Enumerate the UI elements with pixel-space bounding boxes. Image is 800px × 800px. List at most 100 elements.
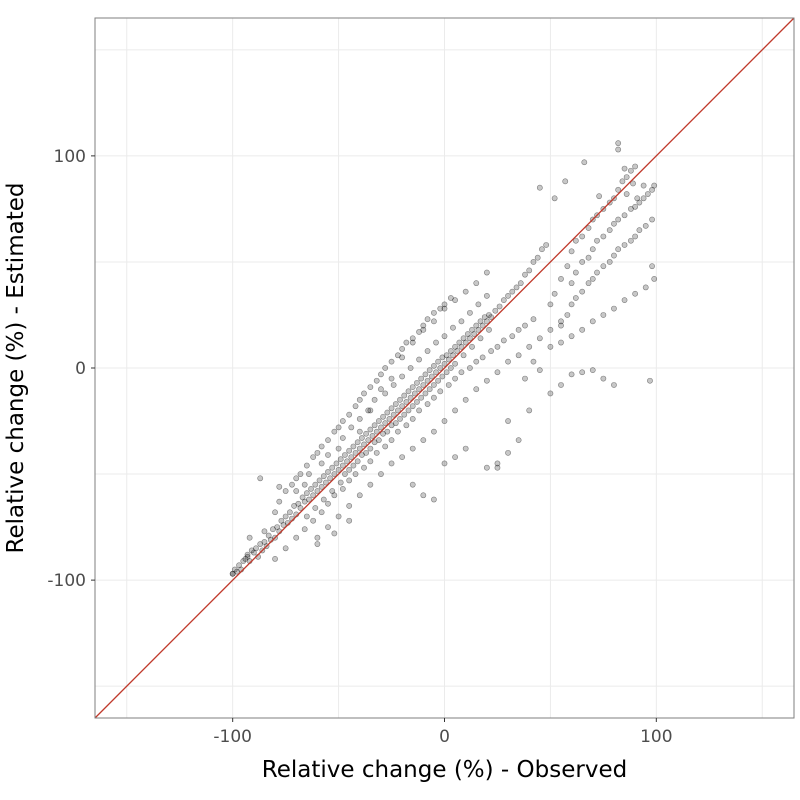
data-point	[515, 352, 522, 359]
data-point	[441, 418, 448, 424]
data-point	[536, 335, 543, 342]
data-point	[303, 490, 310, 497]
data-point	[394, 352, 401, 359]
data-point	[435, 377, 442, 384]
data-point	[509, 288, 516, 295]
data-point	[325, 469, 331, 475]
data-point	[261, 528, 268, 535]
data-point	[445, 356, 452, 363]
data-point	[494, 369, 501, 376]
data-point	[431, 394, 437, 401]
data-point	[388, 422, 395, 429]
data-point	[314, 449, 321, 456]
data-point	[649, 216, 655, 223]
data-point	[399, 346, 406, 352]
x-axis-title: Relative change (%) - Observed	[262, 757, 627, 783]
data-point	[350, 443, 357, 450]
data-point	[522, 375, 528, 382]
data-point	[505, 292, 511, 299]
data-point	[382, 390, 389, 397]
data-point	[363, 430, 370, 437]
data-point	[628, 237, 634, 244]
data-point	[621, 297, 628, 304]
data-point	[447, 295, 454, 301]
data-point	[265, 532, 272, 539]
data-point	[483, 292, 490, 299]
data-point	[244, 553, 251, 560]
data-point	[568, 248, 575, 255]
data-point	[367, 445, 374, 452]
data-point	[339, 462, 346, 469]
data-point	[346, 466, 353, 473]
data-point	[399, 373, 406, 380]
data-point	[536, 184, 543, 191]
data-point	[450, 352, 456, 359]
data-point	[382, 365, 389, 371]
data-point	[647, 377, 653, 384]
data-point	[335, 466, 342, 473]
data-point	[572, 237, 579, 244]
data-point	[467, 365, 473, 371]
data-point	[405, 407, 412, 414]
y-axis-ticks: -100 0 100	[47, 147, 95, 591]
data-point	[380, 413, 386, 420]
data-point	[568, 371, 575, 378]
data-point	[564, 312, 571, 318]
data-point	[488, 348, 494, 354]
data-point	[579, 288, 586, 295]
data-point	[371, 422, 378, 429]
data-point	[335, 424, 342, 431]
data-point	[322, 479, 329, 486]
data-point	[579, 233, 586, 240]
data-point	[462, 445, 469, 452]
data-point	[403, 399, 410, 405]
data-point	[422, 371, 429, 378]
data-point	[375, 437, 382, 444]
data-point	[356, 396, 363, 403]
data-point	[397, 396, 403, 403]
data-point	[327, 475, 334, 482]
data-point	[628, 206, 634, 212]
data-point	[630, 180, 636, 187]
data-point	[460, 335, 467, 342]
data-point	[621, 165, 628, 172]
data-point	[615, 216, 622, 223]
data-point	[481, 314, 488, 320]
data-point	[505, 449, 511, 456]
data-point	[452, 360, 458, 367]
data-point	[539, 246, 545, 253]
data-point	[388, 460, 395, 467]
data-point	[282, 488, 289, 494]
data-point	[367, 426, 374, 433]
data-point	[371, 396, 378, 403]
data-point	[437, 305, 444, 312]
data-point	[229, 570, 236, 577]
data-point	[325, 500, 331, 507]
data-point	[289, 481, 295, 488]
data-point	[526, 343, 533, 350]
data-point	[388, 358, 395, 365]
data-point	[329, 488, 336, 494]
data-point	[435, 358, 442, 365]
data-point	[589, 367, 596, 374]
data-point	[517, 280, 524, 287]
data-point	[299, 494, 306, 501]
data-point	[611, 220, 617, 227]
data-point	[483, 377, 490, 384]
data-point	[433, 369, 439, 376]
y-tick-label: -100	[47, 571, 86, 591]
data-point	[443, 369, 450, 376]
data-point	[272, 509, 278, 516]
data-point	[314, 488, 321, 494]
data-point	[462, 396, 469, 403]
data-point	[611, 382, 617, 388]
data-point	[409, 335, 416, 342]
data-point	[356, 445, 363, 452]
data-point	[390, 411, 397, 418]
x-tick-label: 100	[640, 727, 672, 747]
data-point	[378, 371, 384, 378]
data-point	[606, 227, 613, 234]
data-point	[431, 496, 437, 503]
data-point	[441, 360, 448, 367]
